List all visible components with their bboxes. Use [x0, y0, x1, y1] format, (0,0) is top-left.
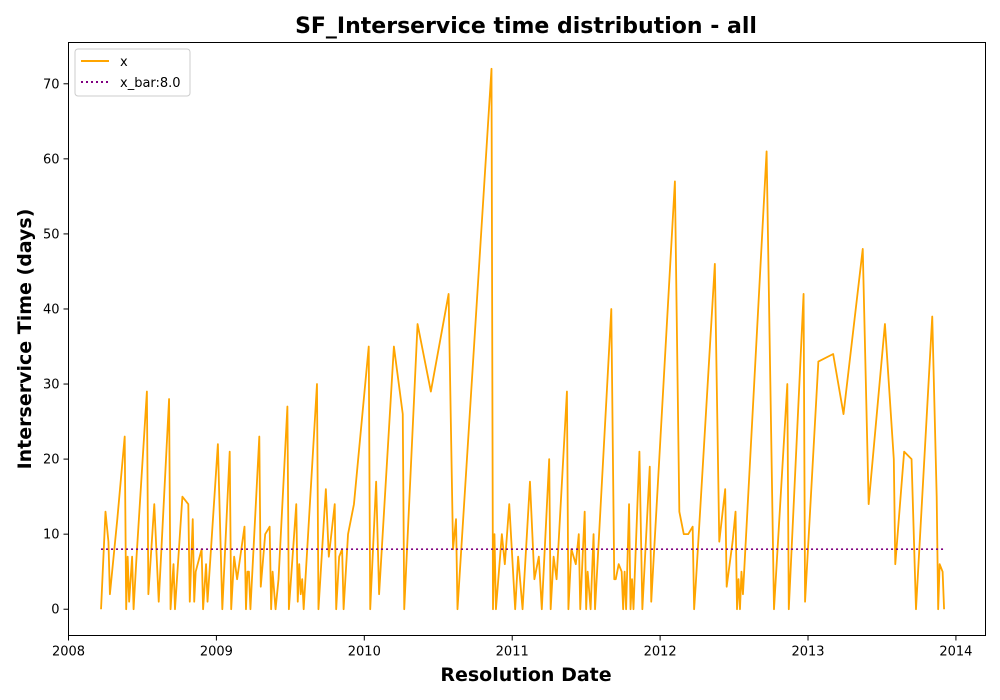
- x-axis-ticks: 2008 2009 2010 2011 2012 2013 2014: [52, 635, 972, 660]
- y-axis-ticks: 0 10 20 30 40 50 60 70: [43, 77, 69, 618]
- x-tick-label: 2011: [496, 645, 529, 660]
- x-tick-label: 2014: [939, 645, 972, 660]
- chart-title: SF_Interservice time distribution - all: [295, 14, 757, 39]
- y-tick-label: 10: [43, 528, 60, 543]
- legend-label-x-bar: x_bar:8.0: [120, 76, 181, 91]
- y-tick-label: 20: [43, 453, 60, 468]
- x-tick-label: 2009: [200, 645, 233, 660]
- x-axis-label: Resolution Date: [440, 664, 611, 686]
- legend-label-x: x: [120, 55, 128, 70]
- series-layer: [100, 67, 945, 611]
- y-tick-label: 0: [51, 603, 59, 618]
- y-tick-label: 60: [43, 152, 60, 167]
- y-tick-label: 30: [43, 378, 60, 393]
- axes-frame: [68, 42, 986, 636]
- legend: x x_bar:8.0: [74, 48, 191, 97]
- y-tick-label: 70: [43, 77, 60, 92]
- x-tick-label: 2008: [52, 645, 85, 660]
- y-tick-label: 50: [43, 227, 60, 242]
- plot-area: 2008 2009 2010 2011 2012 2013 2014 0 10 20 30 40 50…: [43, 42, 986, 660]
- y-axis-label: Interservice Time (days): [14, 209, 36, 470]
- x-tick-label: 2013: [791, 645, 824, 660]
- y-tick-label: 40: [43, 302, 60, 317]
- series-x-line: [100, 67, 945, 611]
- x-tick-label: 2010: [348, 645, 381, 660]
- x-tick-label: 2012: [644, 645, 677, 660]
